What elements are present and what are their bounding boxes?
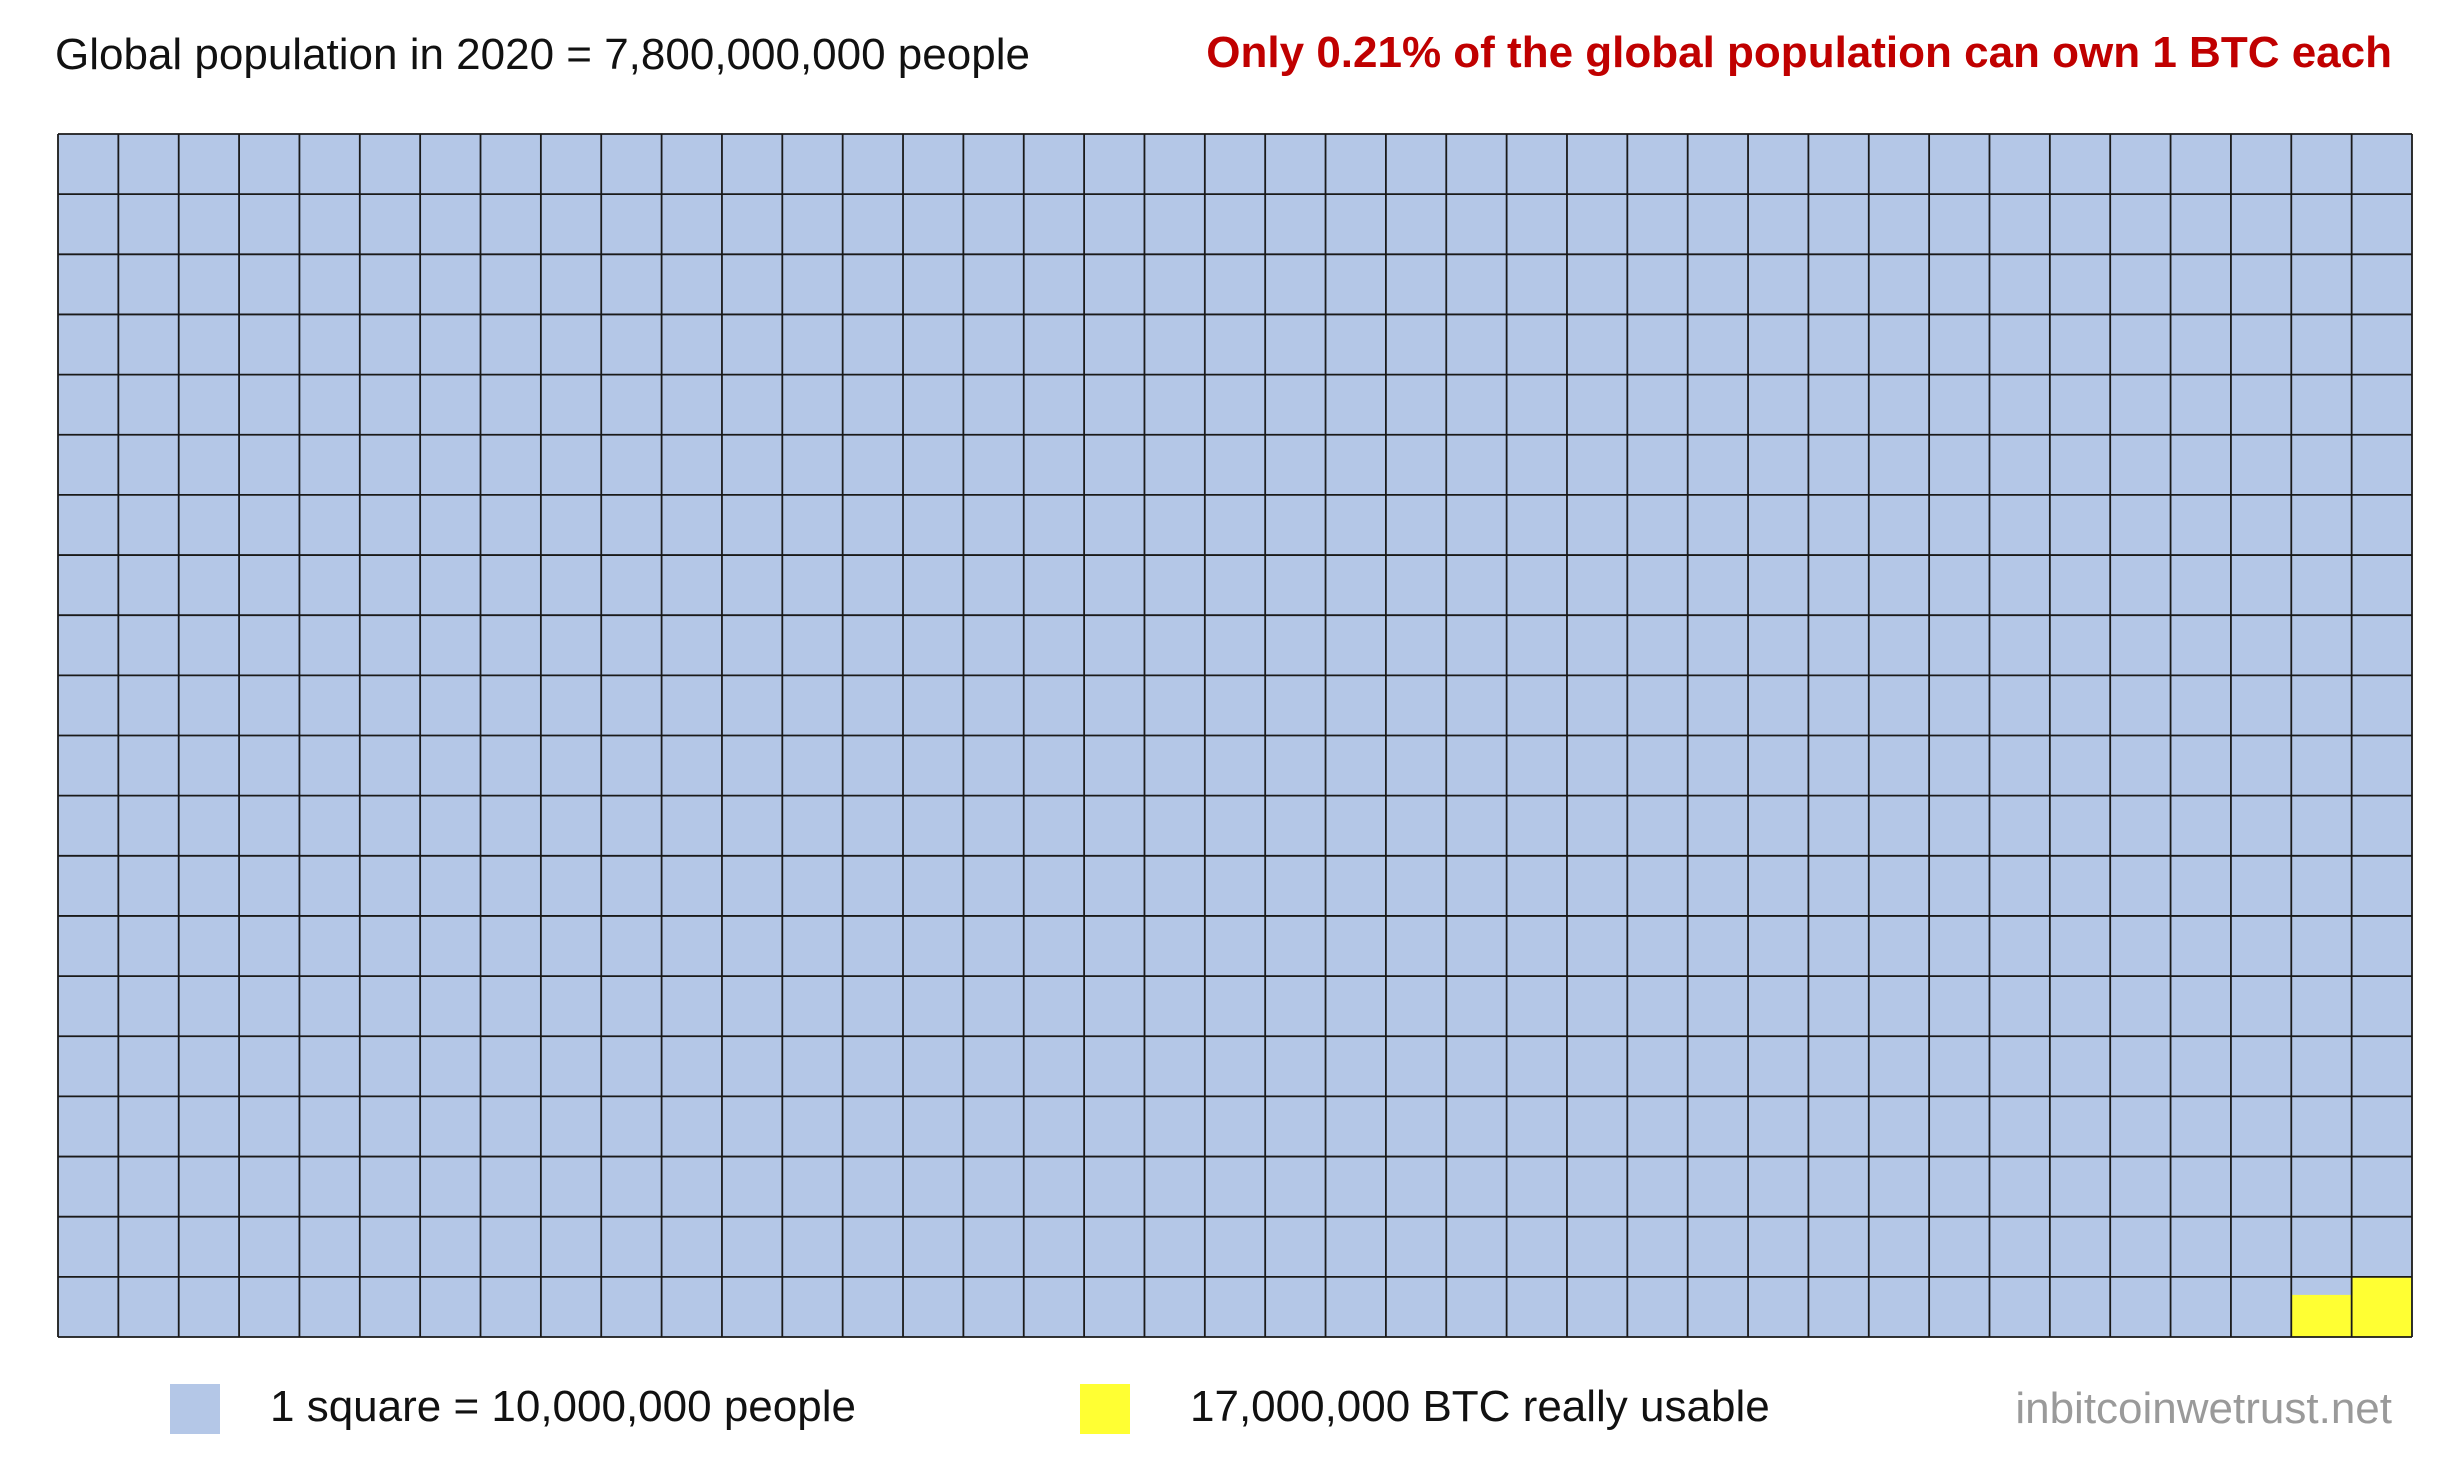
btc-highlight bbox=[2291, 1276, 2412, 1337]
legend-swatch-btc bbox=[1080, 1384, 1130, 1434]
legend-swatch-people bbox=[170, 1384, 220, 1434]
chart-subtitle: Only 0.21% of the global population can … bbox=[1206, 28, 2392, 77]
grid-lines bbox=[57, 133, 2413, 1338]
watermark: inbitcoinwetrust.net bbox=[2015, 1384, 2392, 1433]
btc-square bbox=[2291, 1294, 2352, 1337]
btc-square bbox=[2351, 1276, 2412, 1337]
chart-title: Global population in 2020 = 7,800,000,00… bbox=[55, 30, 1030, 79]
legend-label-people: 1 square = 10,000,000 people bbox=[270, 1382, 856, 1431]
legend-label-btc: 17,000,000 BTC really usable bbox=[1190, 1382, 1770, 1431]
